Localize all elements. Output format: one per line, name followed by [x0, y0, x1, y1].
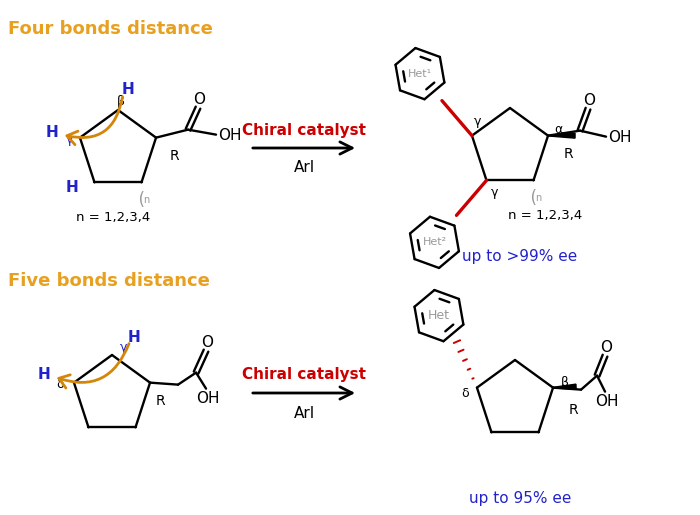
Text: R: R — [169, 149, 179, 163]
Text: β: β — [117, 95, 125, 109]
Text: R: R — [568, 403, 578, 417]
Text: Five bonds distance: Five bonds distance — [8, 272, 210, 290]
Text: γ: γ — [491, 186, 498, 199]
Text: OH: OH — [218, 128, 242, 143]
Text: Het²: Het² — [422, 237, 447, 247]
Text: O: O — [201, 335, 213, 350]
Text: Four bonds distance: Four bonds distance — [8, 20, 213, 38]
Text: R: R — [155, 393, 165, 408]
Text: H: H — [66, 180, 79, 195]
Text: ): ) — [136, 187, 143, 205]
FancyArrowPatch shape — [59, 344, 129, 388]
Text: R: R — [564, 147, 573, 161]
Text: α: α — [554, 123, 562, 136]
Text: H: H — [122, 82, 134, 97]
Text: n: n — [144, 195, 150, 205]
Text: OH: OH — [196, 391, 220, 406]
Text: n = 1,2,3,4: n = 1,2,3,4 — [76, 212, 150, 225]
Text: H: H — [46, 125, 58, 140]
Text: Chiral catalyst: Chiral catalyst — [242, 123, 366, 138]
Text: Het: Het — [428, 309, 450, 322]
Text: OH: OH — [595, 394, 619, 409]
Text: δ: δ — [56, 378, 64, 391]
FancyArrowPatch shape — [67, 97, 122, 145]
Text: O: O — [600, 340, 612, 355]
Text: ArI: ArI — [293, 405, 314, 421]
Text: O: O — [583, 93, 595, 108]
Text: n = 1,2,3,4: n = 1,2,3,4 — [508, 210, 582, 222]
Text: up to >99% ee: up to >99% ee — [463, 249, 578, 264]
Text: δ: δ — [461, 387, 469, 400]
Text: β: β — [561, 376, 569, 389]
Text: γ: γ — [120, 340, 127, 353]
Text: γ: γ — [474, 115, 482, 128]
Text: n: n — [536, 193, 542, 203]
Text: ): ) — [528, 185, 535, 203]
Polygon shape — [553, 384, 576, 389]
Text: OH: OH — [608, 130, 632, 145]
Text: O: O — [193, 92, 205, 107]
Text: Chiral catalyst: Chiral catalyst — [242, 368, 366, 383]
Text: ArI: ArI — [293, 161, 314, 176]
Text: γ: γ — [66, 133, 74, 146]
Text: H: H — [127, 330, 141, 345]
Text: H: H — [38, 367, 50, 382]
Text: Het¹: Het¹ — [408, 68, 432, 79]
Polygon shape — [548, 133, 575, 138]
Text: up to 95% ee: up to 95% ee — [469, 490, 571, 506]
